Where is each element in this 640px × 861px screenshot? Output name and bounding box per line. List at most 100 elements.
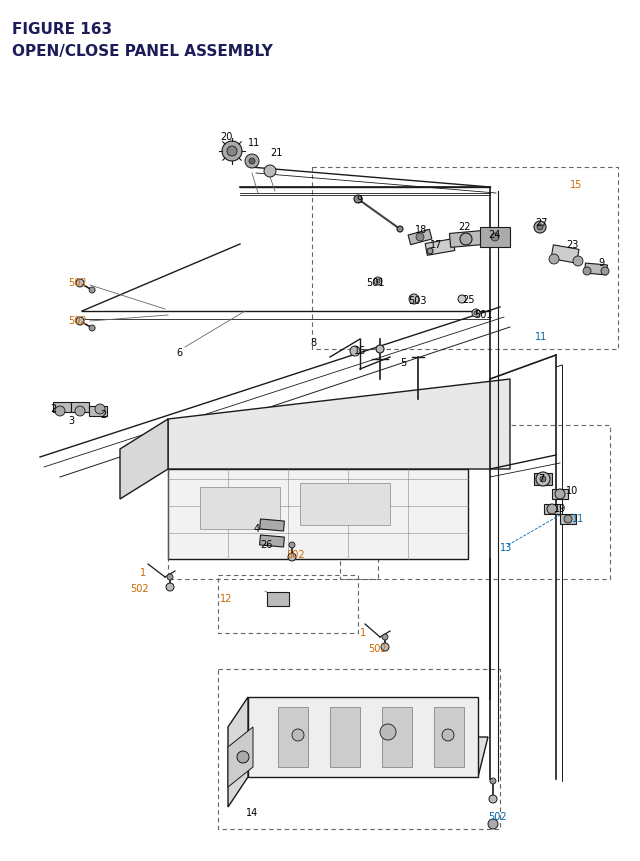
- Circle shape: [547, 505, 557, 514]
- Circle shape: [227, 147, 237, 157]
- Polygon shape: [260, 536, 284, 548]
- Text: 501: 501: [474, 310, 493, 319]
- Text: 2: 2: [100, 410, 106, 419]
- Text: 9: 9: [598, 257, 604, 268]
- Circle shape: [288, 554, 296, 561]
- Text: 9: 9: [356, 195, 362, 205]
- Text: 1: 1: [360, 628, 366, 637]
- Circle shape: [601, 268, 609, 276]
- Text: 11: 11: [248, 138, 260, 148]
- Polygon shape: [228, 728, 253, 787]
- Circle shape: [564, 516, 572, 523]
- Circle shape: [397, 226, 403, 232]
- Polygon shape: [71, 403, 89, 412]
- Circle shape: [76, 318, 84, 325]
- Polygon shape: [449, 232, 483, 248]
- Text: 22: 22: [458, 222, 470, 232]
- Text: 20: 20: [220, 132, 232, 142]
- Polygon shape: [248, 697, 478, 777]
- Text: 8: 8: [310, 338, 316, 348]
- Circle shape: [491, 233, 499, 242]
- Polygon shape: [168, 469, 468, 560]
- Text: 502: 502: [68, 278, 86, 288]
- Text: 12: 12: [220, 593, 232, 604]
- Circle shape: [573, 257, 583, 267]
- Circle shape: [540, 476, 546, 482]
- Circle shape: [249, 158, 255, 164]
- Text: 24: 24: [488, 230, 500, 239]
- Text: 11: 11: [535, 331, 547, 342]
- Circle shape: [264, 166, 276, 177]
- Text: 15: 15: [570, 180, 582, 189]
- Text: 16: 16: [354, 345, 366, 356]
- Circle shape: [381, 643, 389, 651]
- Polygon shape: [260, 519, 284, 531]
- Text: 25: 25: [462, 294, 474, 305]
- Polygon shape: [551, 245, 579, 263]
- Circle shape: [167, 574, 173, 580]
- Text: 18: 18: [415, 225, 428, 235]
- Circle shape: [489, 795, 497, 803]
- Circle shape: [534, 222, 546, 233]
- Circle shape: [460, 233, 472, 245]
- Circle shape: [427, 249, 433, 255]
- Text: 27: 27: [535, 218, 547, 228]
- Text: 4: 4: [254, 523, 260, 533]
- Circle shape: [95, 405, 105, 414]
- Text: 19: 19: [554, 504, 566, 513]
- Text: 502: 502: [368, 643, 387, 653]
- Text: 11: 11: [572, 513, 584, 523]
- Polygon shape: [267, 592, 289, 606]
- Circle shape: [409, 294, 419, 305]
- Text: 5: 5: [400, 357, 406, 368]
- Polygon shape: [120, 419, 168, 499]
- Text: 502: 502: [68, 316, 86, 325]
- Text: 13: 13: [500, 542, 512, 553]
- Circle shape: [555, 489, 565, 499]
- Text: 501: 501: [366, 278, 385, 288]
- Circle shape: [458, 295, 466, 304]
- Polygon shape: [168, 380, 510, 469]
- Circle shape: [490, 778, 496, 784]
- Polygon shape: [544, 505, 560, 514]
- Circle shape: [537, 225, 543, 231]
- Text: 503: 503: [408, 295, 426, 306]
- Circle shape: [376, 345, 384, 354]
- Circle shape: [55, 406, 65, 417]
- Polygon shape: [560, 514, 576, 524]
- Text: 3: 3: [68, 416, 74, 425]
- Text: 14: 14: [246, 807, 259, 817]
- Circle shape: [89, 325, 95, 331]
- Polygon shape: [330, 707, 360, 767]
- Circle shape: [292, 729, 304, 741]
- Circle shape: [166, 583, 174, 592]
- Polygon shape: [382, 707, 412, 767]
- Text: 2: 2: [50, 404, 56, 413]
- Polygon shape: [53, 403, 71, 412]
- Circle shape: [245, 155, 259, 169]
- Circle shape: [76, 280, 84, 288]
- Text: 502: 502: [286, 549, 305, 560]
- Polygon shape: [534, 474, 552, 486]
- Circle shape: [488, 819, 498, 829]
- Circle shape: [376, 280, 380, 283]
- Text: 1: 1: [140, 567, 146, 578]
- Polygon shape: [89, 406, 107, 417]
- Polygon shape: [248, 737, 488, 777]
- Text: 7: 7: [538, 474, 544, 483]
- Text: 17: 17: [430, 239, 442, 250]
- Circle shape: [472, 310, 480, 318]
- Text: 23: 23: [566, 239, 579, 250]
- Polygon shape: [584, 263, 607, 276]
- Circle shape: [416, 233, 424, 242]
- Circle shape: [222, 142, 242, 162]
- Circle shape: [380, 724, 396, 740]
- Circle shape: [583, 268, 591, 276]
- Text: 26: 26: [260, 539, 273, 549]
- Circle shape: [536, 473, 550, 486]
- Polygon shape: [434, 707, 464, 767]
- Polygon shape: [200, 487, 280, 530]
- Polygon shape: [552, 489, 568, 499]
- Text: 10: 10: [566, 486, 579, 495]
- Circle shape: [89, 288, 95, 294]
